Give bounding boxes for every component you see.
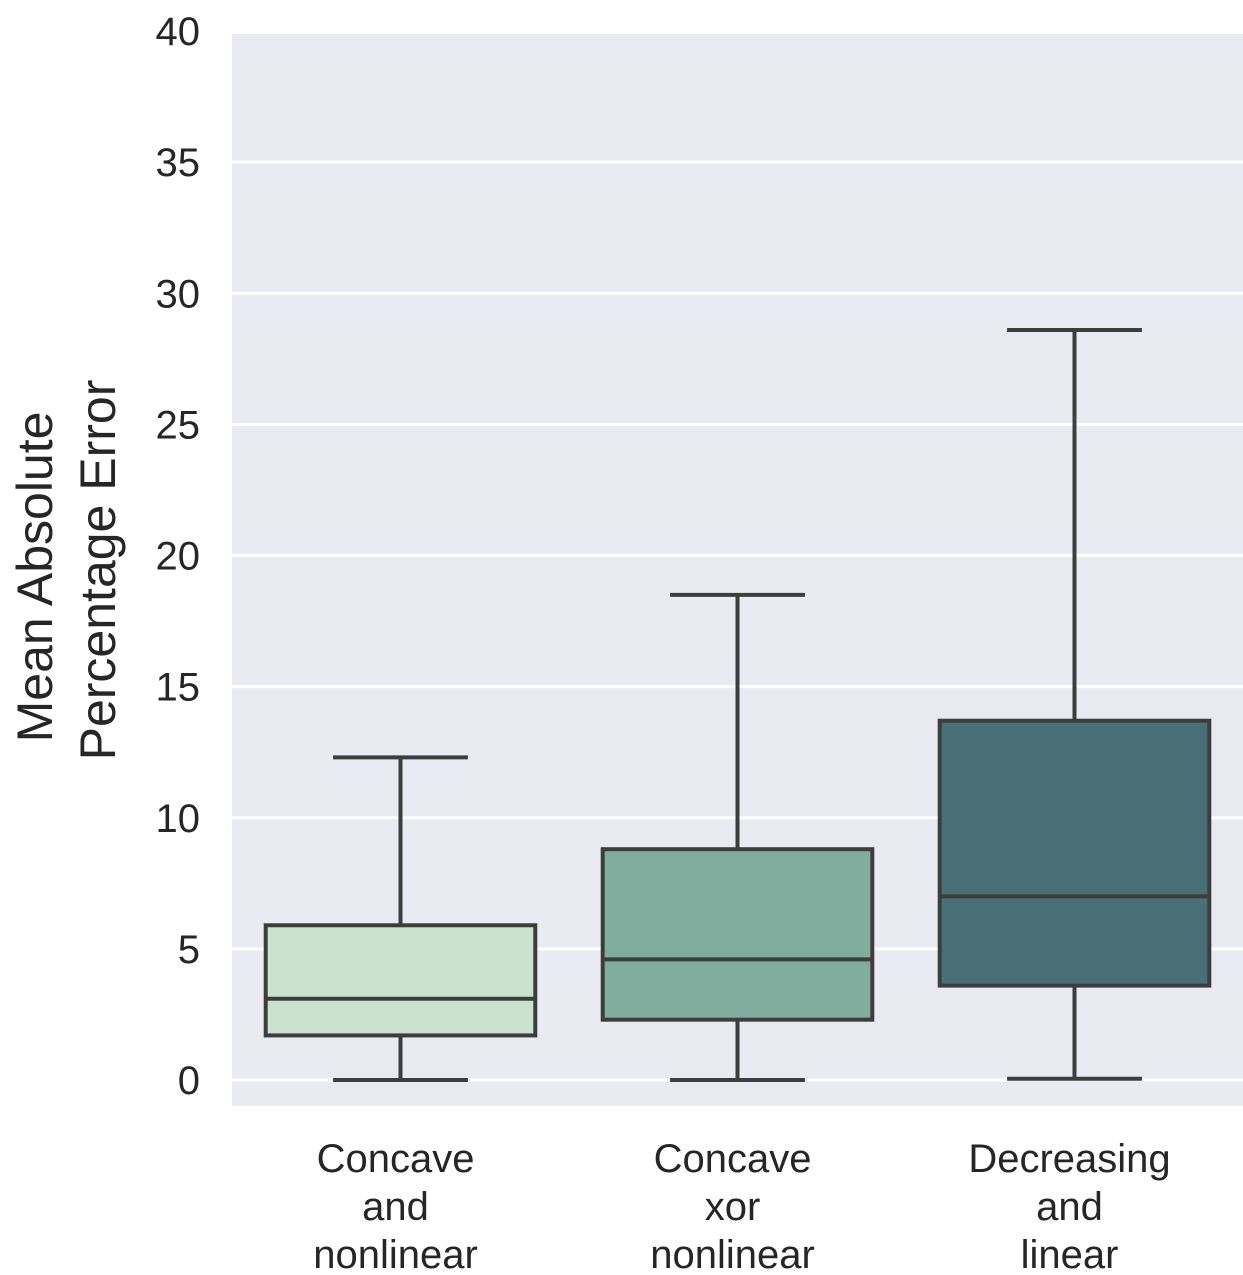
box-2 [600, 592, 875, 1082]
y-axis-title-line-2: Percentage Error [70, 380, 126, 761]
x-tick-label-1: Concave and nonlinear [313, 1137, 478, 1275]
y-tick-label-30: 30 [156, 272, 201, 316]
y-tick-label-15: 15 [156, 666, 201, 710]
y-tick-label-25: 25 [156, 403, 201, 447]
x-tick-label-line: Concave [317, 1137, 475, 1181]
x-tick-label-line: Concave [654, 1137, 812, 1181]
y-axis-title: Mean Absolute Percentage Error [7, 380, 126, 761]
x-tick-label-line: nonlinear [650, 1233, 815, 1275]
y-axis-ticks: 0 5 10 15 20 25 30 35 40 [156, 10, 201, 1103]
y-tick-label-10: 10 [156, 797, 201, 841]
y-tick-label-20: 20 [156, 535, 201, 579]
interquartile-box [263, 923, 538, 1038]
y-tick-label-35: 35 [156, 141, 201, 185]
box-1 [263, 755, 538, 1082]
y-axis-title-line-1: Mean Absolute [7, 412, 63, 743]
y-tick-label-40: 40 [156, 10, 201, 54]
interquartile-box [937, 718, 1212, 988]
x-tick-label-line: xor [705, 1185, 761, 1229]
x-tick-label-2: Concave xor nonlinear [650, 1137, 815, 1275]
y-tick-label-0: 0 [178, 1059, 200, 1103]
y-tick-label-5: 5 [178, 928, 200, 972]
interquartile-box [600, 847, 875, 1022]
boxes [263, 327, 1212, 1082]
box-3 [937, 327, 1212, 1081]
x-tick-label-line: linear [1021, 1233, 1119, 1275]
x-tick-label-line: and [362, 1185, 429, 1229]
x-tick-label-line: nonlinear [313, 1233, 478, 1275]
x-tick-label-line: Decreasing [968, 1137, 1170, 1181]
x-tick-label-line: and [1036, 1185, 1103, 1229]
x-tick-label-3: Decreasing and linear [968, 1137, 1170, 1275]
